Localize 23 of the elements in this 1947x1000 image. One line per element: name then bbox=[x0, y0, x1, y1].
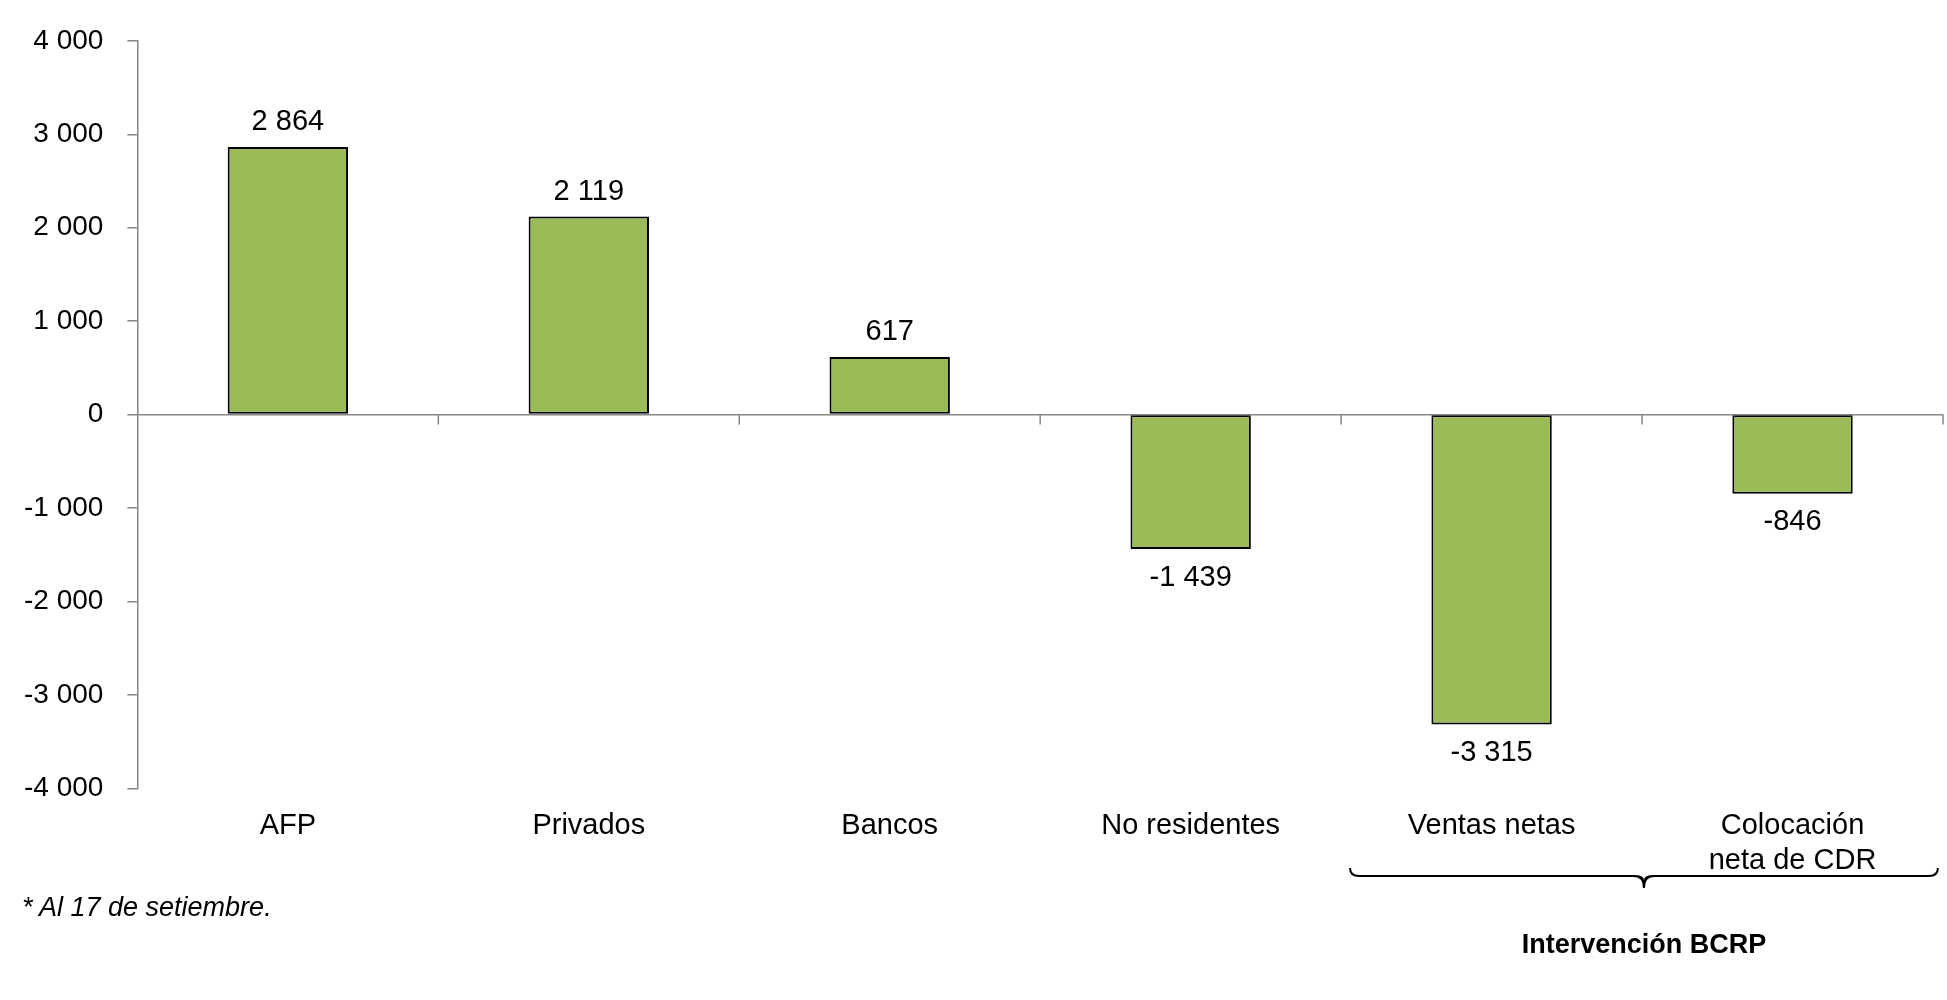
x-tick-label: Bancos bbox=[841, 807, 939, 840]
y-tick-label: -4 000 bbox=[23, 771, 104, 803]
y-tick-label: -3 000 bbox=[23, 677, 104, 709]
data-label: -1 439 bbox=[1149, 559, 1232, 592]
x-tick-label: AFP bbox=[259, 807, 317, 840]
text: * Al 17 de setiembre. bbox=[22, 891, 272, 922]
text: Intervención BCRP bbox=[1521, 929, 1767, 960]
x-tick-label: No residentes bbox=[1101, 807, 1281, 840]
y-tick-label: 4 000 bbox=[33, 23, 104, 55]
y-tick-label: 1 000 bbox=[33, 303, 104, 335]
data-label: -846 bbox=[1763, 504, 1822, 537]
y-tick-label: 2 000 bbox=[33, 210, 104, 242]
data-label: -3 315 bbox=[1450, 734, 1533, 767]
y-tick-label: 3 000 bbox=[33, 116, 104, 148]
data-label: 617 bbox=[865, 314, 914, 347]
x-tick-label: Colocación neta de CDR bbox=[1708, 807, 1877, 875]
data-label: 2 864 bbox=[251, 104, 325, 137]
y-tick-label: -1 000 bbox=[23, 490, 104, 522]
x-tick-label: Privados bbox=[532, 807, 646, 840]
x-tick-label: Ventas netas bbox=[1407, 807, 1576, 840]
y-tick-label: -2 000 bbox=[23, 584, 104, 616]
data-label: 2 119 bbox=[553, 174, 625, 207]
y-tick-label: 0 bbox=[87, 397, 104, 429]
